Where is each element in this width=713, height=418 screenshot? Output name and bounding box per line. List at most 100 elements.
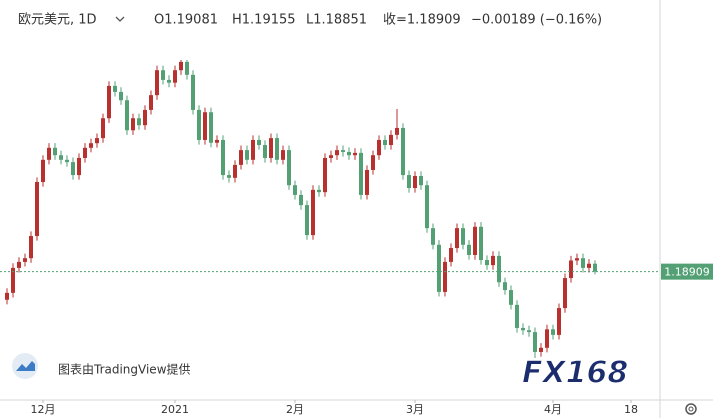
candle-body (557, 308, 561, 335)
candle-body (209, 112, 213, 143)
candle-body (77, 157, 81, 176)
settings-icon[interactable] (685, 403, 697, 415)
candle-body (527, 330, 531, 333)
candle-body (161, 70, 165, 80)
x-tick-label: 3月 (406, 403, 424, 416)
candle-body (329, 155, 333, 158)
candle-body (293, 185, 297, 195)
candle-body (245, 150, 249, 160)
candle-body (83, 147, 87, 158)
candle-body (593, 263, 597, 272)
ohlc-change: −0.00189 (−0.16%) (471, 13, 602, 28)
candle-body (467, 244, 471, 255)
candle-body (317, 189, 321, 193)
candle-body (113, 85, 117, 92)
candle-body (461, 228, 465, 245)
candle-body (437, 244, 441, 292)
candle-body (311, 189, 315, 236)
candle-body (455, 228, 459, 249)
candle-body (101, 118, 105, 139)
candle-body (29, 236, 33, 259)
candle-body (71, 162, 75, 176)
candle-body (167, 79, 171, 83)
candle-body (41, 159, 45, 182)
candle-body (59, 155, 63, 160)
candle-body (533, 332, 537, 352)
x-tick-label: 2月 (286, 403, 304, 416)
symbol-menu-icon[interactable] (115, 16, 125, 22)
candle-body (35, 181, 39, 237)
candle-body (227, 175, 231, 178)
candle-body (479, 226, 483, 261)
candle-body (413, 175, 417, 188)
candle-body (239, 150, 243, 165)
plot (5, 60, 597, 358)
candle-body (137, 118, 141, 126)
provider-text[interactable]: 图表由TradingView提供 (58, 362, 191, 377)
candle-body (449, 248, 453, 262)
brand-logo: FX168 (522, 356, 628, 391)
candle-body (383, 139, 387, 146)
candle-body (551, 329, 555, 335)
candle-body (509, 290, 513, 305)
candle-body (269, 138, 273, 158)
settings-gear-hub[interactable] (688, 406, 694, 412)
x-tick-label: 12月 (31, 403, 56, 416)
candle-body (359, 152, 363, 195)
candle-body (581, 258, 585, 268)
candle-body (215, 139, 219, 143)
candle-body (131, 118, 135, 131)
candle-body (431, 228, 435, 245)
candle-body (575, 258, 579, 261)
candle-body (341, 150, 345, 152)
candle-body (11, 267, 15, 293)
candle-body (17, 261, 21, 268)
candle-body (191, 74, 195, 110)
provider-logo (12, 353, 38, 379)
candle-body (179, 61, 183, 71)
candle-body (95, 138, 99, 144)
candle-body (155, 70, 159, 96)
candle-body (5, 292, 9, 300)
candle-body (185, 61, 189, 75)
candle-body (107, 85, 111, 119)
candle-body (443, 261, 447, 292)
ohlc-open: O1.19081 (154, 13, 218, 28)
ohlc-high: H1.19155 (232, 13, 296, 28)
candle-body (365, 169, 369, 195)
candle-body (323, 157, 327, 193)
symbol[interactable]: 欧元美元, 1D (18, 13, 97, 28)
settings-gear[interactable] (685, 403, 697, 415)
candle-body (143, 109, 147, 126)
candle-body (569, 260, 573, 279)
candle-body (119, 91, 123, 101)
candle-body (173, 70, 177, 83)
x-tick-label: 4月 (544, 403, 562, 416)
candle-body (53, 147, 57, 156)
candle-body (221, 139, 225, 176)
candle-body (377, 139, 381, 156)
candle-body (407, 175, 411, 188)
x-tick-label: 2021 (161, 403, 189, 416)
candle-body (389, 134, 393, 146)
candle-body (401, 127, 405, 176)
candle-body (299, 194, 303, 206)
candle-body (335, 150, 339, 156)
candle-body (353, 152, 357, 156)
candle-body (347, 151, 351, 156)
candle-body (485, 260, 489, 266)
candle-body (563, 278, 567, 309)
candle-body (497, 255, 501, 283)
ohlc-close: 收=1.18909 (383, 13, 461, 28)
candle-body (281, 150, 285, 160)
candle-body (125, 100, 129, 131)
candle-body (149, 95, 153, 110)
ohlc-low: L1.18851 (306, 13, 367, 28)
candle-body (89, 143, 93, 148)
candle-body (539, 347, 543, 352)
candle-body (491, 255, 495, 266)
candle-body (23, 258, 27, 262)
candle-body (515, 304, 519, 328)
